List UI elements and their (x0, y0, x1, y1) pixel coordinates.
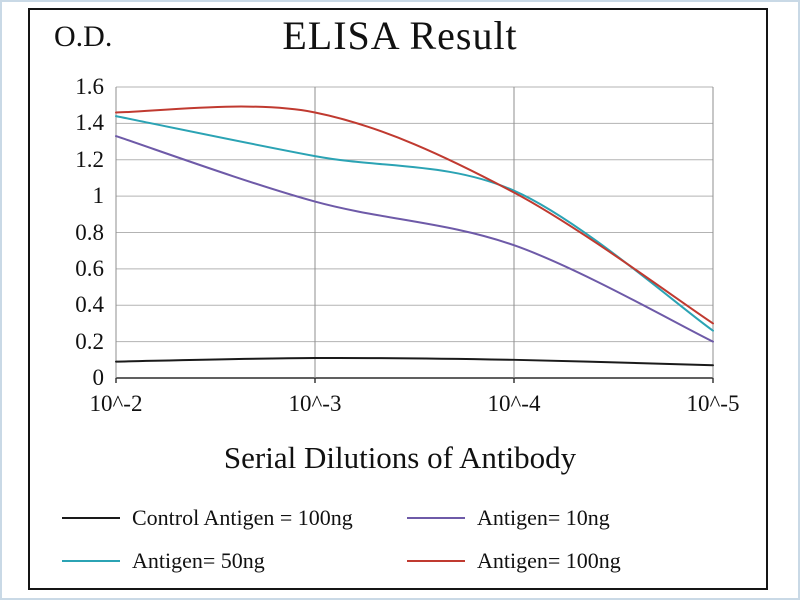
y-tick-label: 0.4 (75, 292, 104, 318)
legend-label: Antigen= 100ng (477, 548, 621, 573)
y-tick-label: 1.2 (75, 146, 104, 172)
x-tick-label: 10^-3 (288, 391, 342, 416)
y-tick-label: 1.6 (75, 74, 104, 99)
x-tick-label: 10^-5 (686, 391, 740, 416)
x-tick-label: 10^-2 (89, 391, 143, 416)
legend-line-sample (62, 560, 120, 562)
y-tick-label: 0 (92, 365, 105, 390)
legend-label: Control Antigen = 100ng (132, 505, 353, 530)
chart-title: ELISA Result (282, 13, 518, 58)
series-line (115, 356, 714, 367)
legend-line-sample (407, 560, 465, 562)
y-tick-label: 0.2 (75, 328, 104, 354)
legend: Control Antigen = 100ng Antigen= 10ng Anti… (62, 503, 752, 589)
y-tick-label: 1.4 (75, 110, 104, 136)
y-tick-label: 0.6 (75, 255, 104, 281)
series-line (115, 135, 714, 343)
legend-label: Antigen= 10ng (477, 505, 610, 530)
y-tick-label: 1 (92, 183, 105, 209)
y-tick-label: 0.8 (75, 219, 104, 245)
x-tick-label: 10^-4 (487, 391, 541, 416)
plot-canvas (115, 86, 714, 383)
legend-item: Antigen= 50ng (62, 546, 407, 576)
legend-label: Antigen= 50ng (132, 548, 265, 573)
legend-line-sample (407, 517, 465, 519)
series-line (115, 115, 714, 332)
chart-frame (28, 8, 768, 590)
y-axis-unit-label: O.D. (54, 20, 113, 53)
x-axis-title: Serial Dilutions of Antibody (223, 440, 577, 475)
legend-line-sample (62, 517, 120, 519)
legend-item: Antigen= 100ng (407, 546, 752, 576)
legend-item: Control Antigen = 100ng (62, 503, 407, 533)
series-line (115, 105, 714, 325)
legend-item: Antigen= 10ng (407, 503, 752, 533)
